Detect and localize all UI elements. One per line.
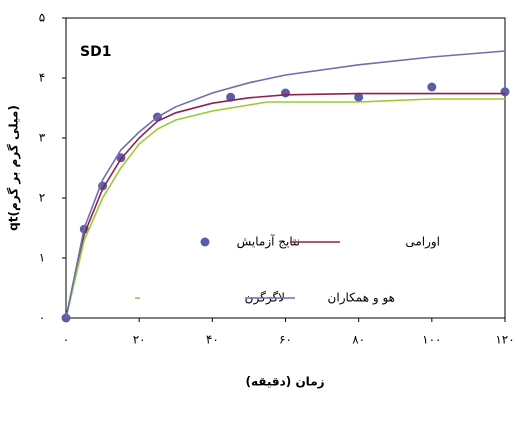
data-point	[281, 88, 290, 98]
x-tick-label: ١٢٠	[495, 333, 514, 347]
y-tick-label: ١	[39, 251, 45, 265]
series-line	[65, 50, 506, 319]
x-tick-label: ١٠٠	[422, 333, 441, 347]
x-axis-label: زمان (دقیقه)	[245, 375, 324, 389]
y-axis-label: qt(میلی گرم بر گرم)	[7, 105, 22, 231]
y-tick-label: ٢	[39, 191, 45, 205]
x-tick-label: ٠	[63, 333, 69, 347]
x-tick-label: ٢٠	[133, 333, 146, 347]
annotation: SD1	[80, 44, 111, 60]
x-tick-label: ۶٠	[279, 333, 292, 347]
legend-label: هو و همکاران	[328, 291, 395, 306]
data-point	[427, 82, 437, 92]
data-point	[500, 87, 510, 97]
series-line	[65, 98, 505, 319]
x-tick-label: ۴٠	[206, 333, 219, 347]
data-point	[354, 92, 364, 102]
y-tick-label: ٠	[39, 311, 45, 325]
y-tick-label: ۴	[39, 71, 45, 85]
plot-frame	[65, 17, 506, 319]
legend-label: نتایج آزمایش	[237, 234, 300, 250]
x-tick-label: ٨٠	[352, 333, 365, 347]
y-tick-label: ۵	[39, 11, 45, 25]
series-line	[65, 92, 505, 319]
legend-marker	[200, 237, 210, 247]
legend-label: اورامی	[405, 235, 440, 250]
y-tick-label: ٣	[39, 131, 46, 145]
